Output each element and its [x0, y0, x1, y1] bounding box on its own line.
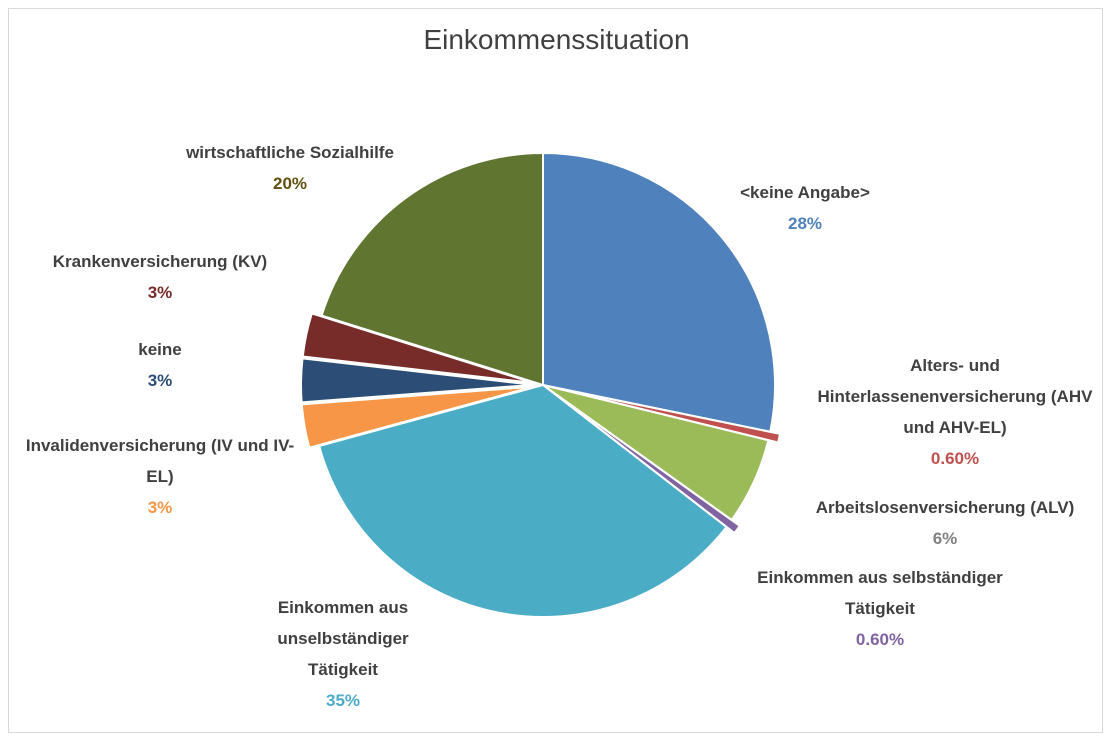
- value-label: 28%: [787, 214, 823, 233]
- data-label: Invalidenversicherung (IV und IV-EL) 3%: [20, 430, 300, 523]
- category-label: wirtschaftliche Sozialhilfe: [186, 143, 394, 162]
- category-label: Arbeitslosenversicherung (ALV): [815, 498, 1075, 517]
- value-label: 6%: [932, 529, 958, 548]
- data-label: Krankenversicherung (KV) 3%: [10, 246, 310, 308]
- category-label: <keine Angabe>: [740, 183, 870, 202]
- data-label: Alters- und Hinterlassenenversicherung (…: [800, 350, 1110, 474]
- data-label: Einkommen aus selbständiger Tätigkeit 0.6…: [750, 562, 1010, 655]
- value-label: 0.60%: [855, 630, 905, 649]
- value-label: 0.60%: [930, 449, 980, 468]
- pie-slice: [317, 383, 728, 618]
- category-label: Krankenversicherung (KV): [52, 252, 268, 271]
- data-label: <keine Angabe> 28%: [675, 177, 935, 239]
- value-label: 3%: [147, 283, 173, 302]
- value-label: 20%: [272, 174, 308, 193]
- value-label: 3%: [147, 498, 173, 517]
- data-label: Arbeitslosenversicherung (ALV) 6%: [775, 492, 1113, 554]
- chart-title: Einkommenssituation: [423, 24, 690, 55]
- pie-slice: [300, 357, 534, 404]
- pie-slice: [300, 385, 534, 449]
- pie-slice: [542, 151, 776, 433]
- value-label: 35%: [325, 691, 361, 710]
- chart-frame: [8, 8, 1103, 733]
- category-label: Invalidenversicherung (IV und IV-EL): [25, 436, 295, 486]
- pie-slice: [301, 312, 534, 384]
- value-label: 3%: [147, 371, 173, 390]
- data-label: keine 3%: [100, 334, 220, 396]
- category-label: Einkommen aus unselbständiger Tätigkeit: [277, 598, 409, 679]
- data-label: Einkommen aus unselbständiger Tätigkeit 3…: [243, 592, 443, 716]
- category-label: keine: [138, 340, 182, 359]
- category-label: Einkommen aus selbständiger Tätigkeit: [757, 568, 1003, 618]
- category-label: Alters- und Hinterlassenenversicherung (…: [817, 356, 1093, 437]
- pie-slice: [320, 151, 544, 387]
- data-label: wirtschaftliche Sozialhilfe 20%: [130, 137, 450, 199]
